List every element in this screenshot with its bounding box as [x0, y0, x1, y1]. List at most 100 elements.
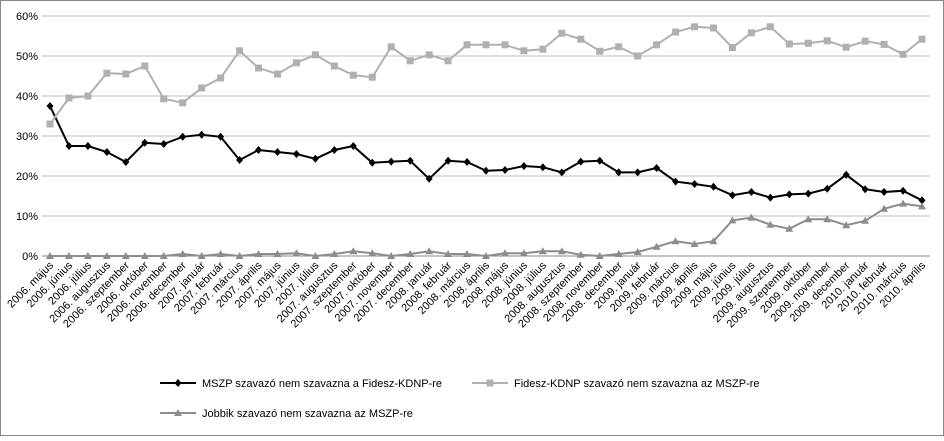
- marker: [444, 250, 453, 257]
- marker: [747, 213, 756, 221]
- marker: [652, 242, 661, 250]
- marker: [804, 215, 813, 223]
- marker: [691, 23, 699, 31]
- marker: [406, 250, 415, 257]
- marker: [823, 184, 831, 193]
- marker: [368, 249, 377, 257]
- marker: [596, 47, 604, 55]
- marker: [236, 47, 244, 55]
- marker: [197, 252, 206, 259]
- marker: [103, 148, 111, 156]
- marker: [273, 148, 281, 156]
- marker: [486, 379, 494, 387]
- marker: [102, 252, 111, 259]
- marker: [785, 40, 793, 48]
- marker: [216, 250, 225, 257]
- marker: [140, 252, 149, 259]
- marker: [728, 44, 736, 52]
- marker: [558, 29, 566, 37]
- marker: [842, 43, 850, 51]
- marker: [804, 39, 812, 47]
- marker: [444, 57, 452, 65]
- marker: [46, 252, 54, 259]
- marker: [520, 47, 528, 55]
- marker: [425, 51, 433, 59]
- marker: [880, 204, 889, 212]
- marker: [178, 250, 187, 257]
- marker: [387, 43, 395, 51]
- marker: [425, 247, 434, 255]
- y-tick-label: 50%: [16, 51, 38, 63]
- marker: [918, 202, 926, 210]
- marker: [160, 140, 168, 148]
- marker: [558, 168, 566, 177]
- marker: [576, 250, 585, 258]
- marker: [159, 252, 168, 259]
- marker: [174, 379, 182, 387]
- marker: [899, 50, 907, 58]
- marker: [747, 188, 755, 196]
- marker: [577, 35, 585, 43]
- marker: [747, 29, 755, 37]
- marker: [690, 240, 699, 247]
- marker: [538, 247, 547, 255]
- marker: [804, 189, 812, 198]
- marker: [899, 199, 908, 207]
- marker: [539, 45, 547, 53]
- marker: [463, 158, 471, 166]
- marker: [311, 154, 319, 163]
- marker: [122, 158, 130, 166]
- marker: [634, 52, 642, 60]
- marker: [311, 51, 319, 59]
- marker: [83, 252, 92, 259]
- marker: [595, 252, 604, 259]
- marker: [292, 249, 301, 257]
- marker: [691, 180, 699, 188]
- marker: [273, 250, 282, 257]
- marker: [65, 94, 73, 102]
- y-tick-label: 30%: [16, 131, 38, 143]
- marker: [84, 92, 92, 100]
- marker: [709, 182, 717, 191]
- marker: [557, 247, 566, 255]
- marker: [236, 156, 244, 164]
- marker: [46, 120, 54, 128]
- legend-label: Fidesz-KDNP szavazó nem szavazna az MSZP…: [514, 378, 760, 390]
- marker: [141, 138, 149, 147]
- marker: [728, 216, 737, 224]
- marker: [84, 142, 92, 150]
- marker: [672, 28, 680, 36]
- marker: [653, 41, 661, 49]
- marker: [349, 71, 357, 79]
- marker: [634, 168, 642, 177]
- marker: [387, 252, 396, 259]
- marker: [292, 150, 300, 158]
- marker: [785, 224, 794, 232]
- marker: [198, 84, 206, 92]
- marker: [141, 62, 149, 70]
- marker: [444, 156, 452, 165]
- marker: [311, 252, 320, 259]
- marker: [653, 164, 661, 172]
- marker: [65, 142, 73, 150]
- marker: [539, 163, 547, 172]
- marker: [179, 99, 187, 107]
- marker: [463, 41, 471, 49]
- marker: [519, 249, 528, 257]
- marker: [861, 37, 869, 45]
- marker: [728, 191, 736, 200]
- marker: [880, 40, 888, 48]
- marker: [160, 95, 168, 103]
- marker: [482, 252, 490, 259]
- marker: [709, 237, 718, 245]
- marker: [179, 132, 187, 141]
- marker: [596, 156, 604, 165]
- marker: [709, 24, 717, 32]
- marker: [174, 409, 182, 416]
- marker: [217, 132, 225, 141]
- marker: [235, 252, 244, 259]
- marker: [330, 146, 338, 154]
- marker: [766, 23, 774, 31]
- marker: [368, 158, 376, 167]
